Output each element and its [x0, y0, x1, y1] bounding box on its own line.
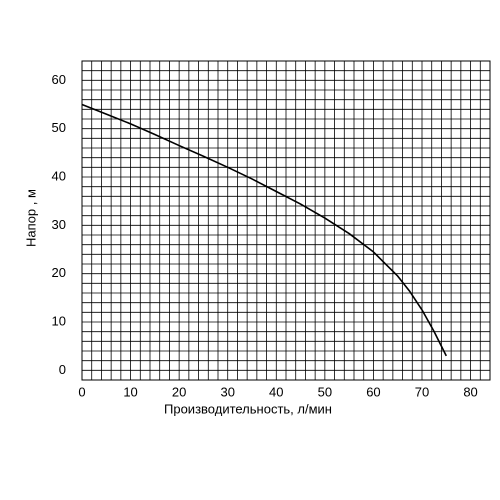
x-tick-label: 40: [269, 384, 283, 399]
y-tick-label: 20: [52, 265, 66, 280]
data-line: [81, 103, 448, 357]
x-tick-label: 60: [366, 384, 380, 399]
x-tick-label: 80: [463, 384, 477, 399]
y-tick-label: 50: [52, 120, 66, 135]
x-tick-label: 70: [415, 384, 429, 399]
x-tick-label: 30: [220, 384, 234, 399]
x-axis-label: Производительность, л/мин: [164, 401, 332, 416]
y-axis-label: Напор , м: [23, 189, 38, 247]
y-tick-label: 40: [52, 168, 66, 183]
y-tick-label: 60: [52, 72, 66, 87]
y-tick-label: 0: [59, 362, 66, 377]
x-tick-label: 0: [78, 384, 85, 399]
x-tick-label: 10: [123, 384, 137, 399]
y-tick-label: 10: [52, 313, 66, 328]
y-tick-label: 30: [52, 217, 66, 232]
x-tick-label: 20: [172, 384, 186, 399]
x-tick-label: 50: [318, 384, 332, 399]
plot-border: [81, 60, 491, 381]
